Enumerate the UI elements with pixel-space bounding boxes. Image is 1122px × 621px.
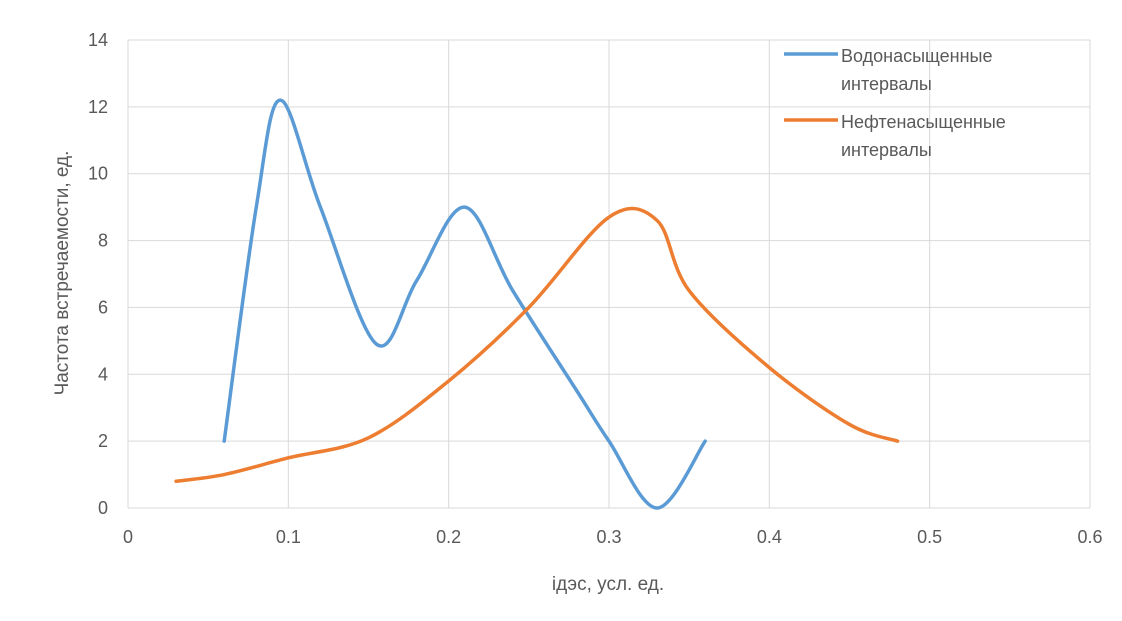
y-tick-label: 2	[98, 431, 108, 451]
y-tick-label: 4	[98, 364, 108, 384]
legend-label: интервалы	[841, 74, 932, 94]
y-axis-title: Частота встречаемости, ед.	[52, 151, 73, 396]
legend-label: Нефтенасыщенные	[841, 112, 1006, 132]
legend-label: интервалы	[841, 140, 932, 160]
series-line-2	[174, 206, 900, 484]
x-axis-tick-labels: 0 0.1 0.2 0.3 0.4 0.5 0.6	[123, 527, 1103, 547]
x-tick-label: 0.3	[596, 527, 621, 547]
legend: Водонасыщенные интервалы Нефтенасыщенные ин…	[784, 46, 1006, 160]
series-layer	[174, 98, 900, 510]
y-tick-label: 10	[88, 164, 108, 184]
x-tick-label: 0.6	[1077, 527, 1102, 547]
y-axis-tick-labels: 0 2 4 6 8 10 12 14	[88, 30, 108, 518]
gridlines	[127, 39, 1091, 509]
y-tick-label: 12	[88, 97, 108, 117]
x-tick-label: 0.5	[917, 527, 942, 547]
series-line-1	[222, 98, 707, 510]
y-tick-label: 0	[98, 498, 108, 518]
y-tick-label: 8	[98, 231, 108, 251]
x-tick-label: 0	[123, 527, 133, 547]
y-tick-label: 14	[88, 30, 108, 50]
x-tick-label: 0.1	[276, 527, 301, 547]
legend-label: Водонасыщенные	[841, 46, 992, 66]
x-tick-label: 0.2	[436, 527, 461, 547]
x-axis-title: iдэс, усл. ед.	[552, 574, 664, 595]
x-tick-label: 0.4	[757, 527, 782, 547]
y-tick-label: 6	[98, 297, 108, 317]
